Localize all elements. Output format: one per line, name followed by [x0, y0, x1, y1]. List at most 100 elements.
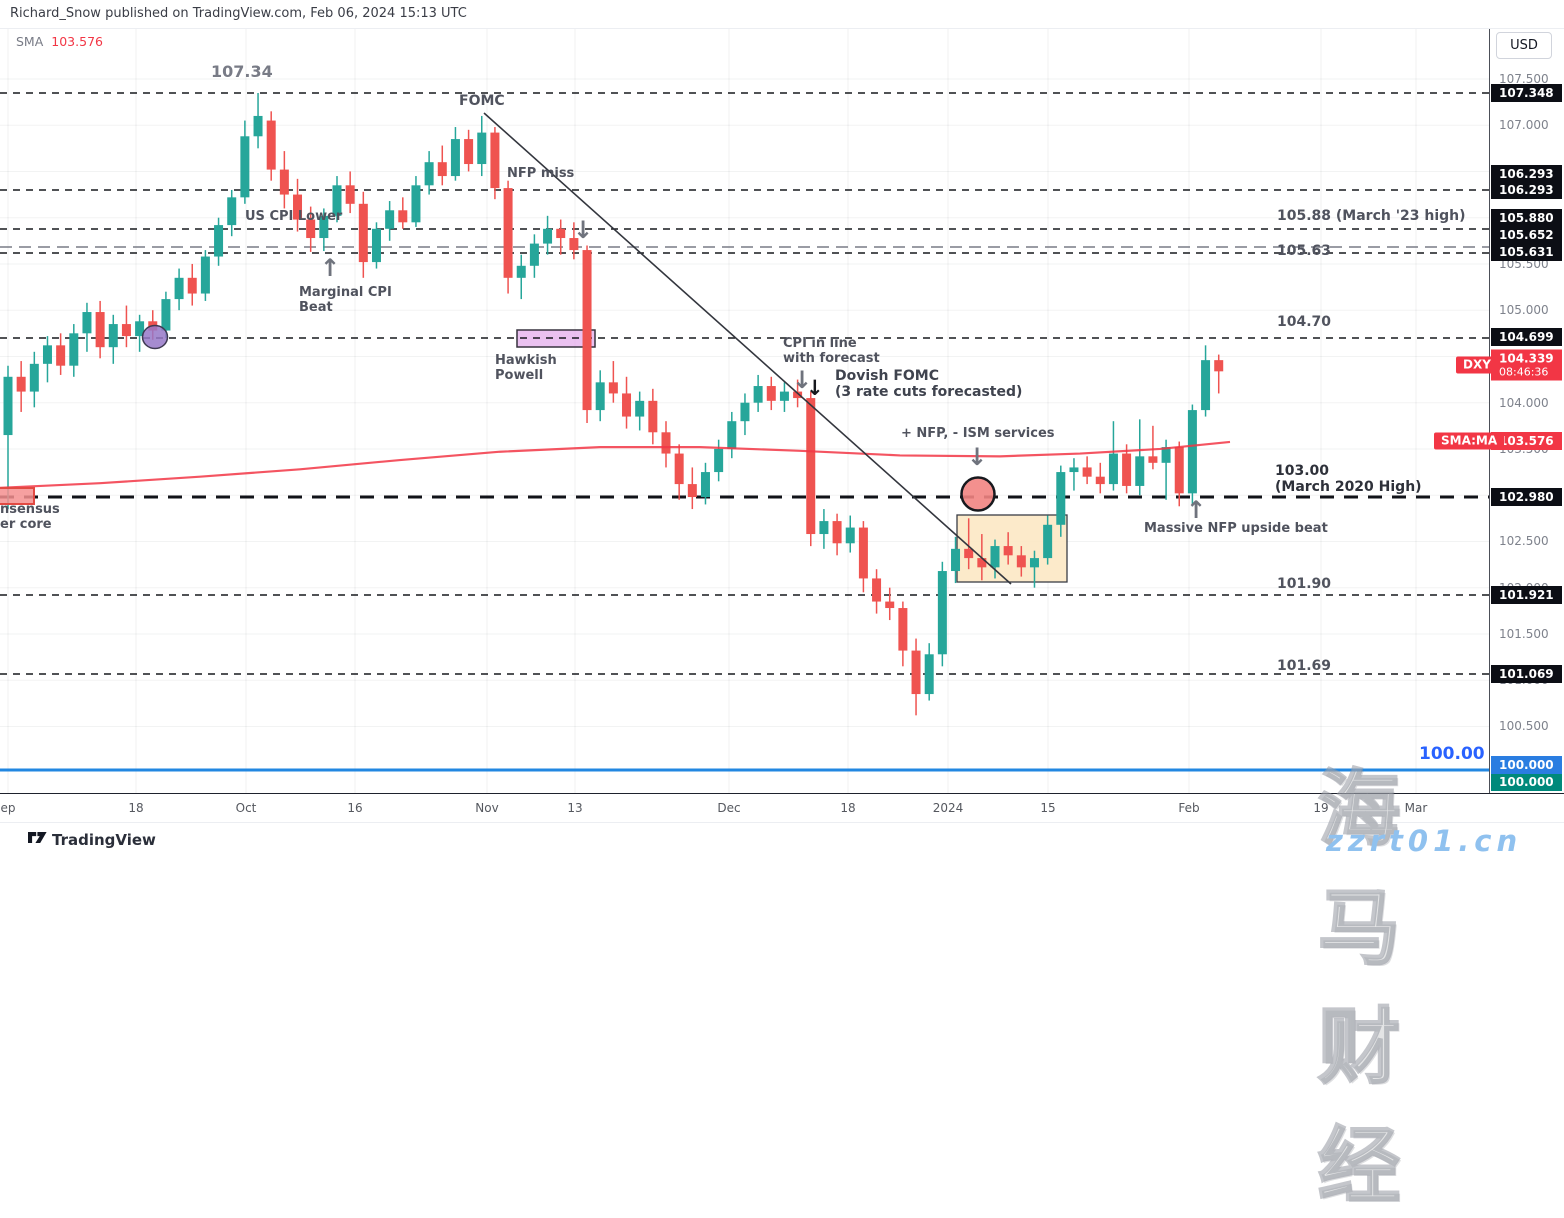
candle — [622, 393, 632, 417]
candle — [977, 558, 987, 568]
candle — [240, 136, 250, 198]
time-axis-label: Oct — [235, 801, 257, 815]
time-axis-label: ep — [0, 801, 16, 815]
candle — [424, 162, 434, 186]
candle — [490, 132, 500, 189]
sma-legend-value: 103.576 — [51, 34, 103, 49]
time-axis-label: Nov — [475, 801, 499, 815]
price-tick: 107.500 — [1499, 72, 1549, 86]
candle — [200, 256, 210, 294]
candle — [371, 228, 381, 263]
candle — [793, 391, 803, 399]
marginal-cpi-beat-label: Marginal CPI Beat — [299, 285, 392, 315]
candle — [477, 132, 487, 165]
candle — [266, 120, 276, 170]
price-badge: 104.699 — [1491, 328, 1562, 346]
price-badge-blue: 100.000 — [1491, 756, 1562, 774]
header-bar: Richard_Snow published on TradingView.co… — [0, 0, 1564, 29]
candle — [1201, 360, 1211, 411]
candle — [806, 398, 816, 535]
candle — [187, 277, 197, 294]
time-axis-label: Dec — [717, 801, 741, 815]
candle — [253, 115, 263, 137]
candle — [398, 210, 408, 223]
time-axis-label: 15 — [1040, 801, 1056, 815]
up-arrow: ↑ — [320, 254, 341, 282]
price-scale[interactable]: USD 107.500107.000105.500105.000104.5001… — [1489, 28, 1564, 793]
march2020-high-label: 103.00 (March 2020 High) — [1275, 463, 1422, 495]
candle — [1029, 558, 1039, 568]
high-price-label: 107.34 — [211, 62, 273, 81]
candle — [779, 391, 789, 401]
candle — [1214, 360, 1224, 372]
candle — [819, 521, 829, 535]
indicator-legend[interactable]: SMA 103.576 — [16, 34, 103, 49]
candle — [1122, 453, 1132, 486]
price-badge: 107.348 — [1491, 84, 1562, 102]
sma-line — [0, 440, 1231, 489]
candle — [543, 228, 553, 244]
candle — [464, 139, 474, 165]
chart-canvas[interactable] — [0, 0, 1564, 857]
cpi-in-line-label: CPI in line with forecast — [783, 336, 880, 366]
candle — [714, 448, 724, 473]
price-tick: 107.000 — [1499, 118, 1549, 132]
candle — [556, 228, 566, 239]
price-tick: 104.000 — [1499, 396, 1549, 410]
candle — [727, 421, 737, 449]
nfp-ism-label: + NFP, - ISM services — [901, 426, 1055, 441]
price-badge: 105.652 — [1491, 226, 1562, 244]
candle — [608, 382, 618, 394]
up-arrow: ↑ — [1186, 496, 1207, 524]
currency-button[interactable]: USD — [1496, 32, 1552, 59]
clipped-left-label: nsensus er core — [0, 502, 60, 532]
time-axis[interactable]: ep 18 Oct 16 Nov 13 Dec 18 2024 15 Feb 19 Mar — [0, 793, 1564, 823]
tradingview-logo-icon[interactable] — [28, 831, 47, 852]
down-arrow-black: ↓ — [806, 376, 824, 400]
footer-bar: TradingView — [0, 822, 1564, 858]
down-arrow: ↓ — [967, 443, 988, 471]
hawkish-powell-label: Hawkish Powell — [495, 353, 557, 383]
candle — [924, 654, 934, 695]
time-axis-label: Mar — [1404, 801, 1428, 815]
candle — [516, 265, 526, 278]
tradingview-brand-text[interactable]: TradingView — [52, 831, 156, 849]
price-badge: 105.880 — [1491, 209, 1562, 227]
sma-label-badge: SMA:MA — [1434, 432, 1505, 450]
trendline — [483, 112, 1012, 585]
pink-circle-marker — [960, 476, 996, 512]
symbol-label-badge: DXY — [1456, 356, 1498, 374]
candle — [700, 472, 710, 498]
candle — [753, 386, 763, 403]
candle — [1056, 472, 1066, 525]
price-badge: 105.631 — [1491, 243, 1562, 261]
time-axis-label: 13 — [567, 801, 583, 815]
price-tick: 100.500 — [1499, 719, 1549, 733]
candle — [529, 243, 539, 266]
candle — [385, 210, 395, 229]
candle — [582, 250, 592, 411]
candle — [345, 185, 355, 204]
candle — [121, 324, 131, 337]
candle — [1043, 524, 1053, 559]
candle — [161, 299, 171, 331]
candle — [858, 527, 868, 579]
candle — [1016, 555, 1026, 568]
purple-ellipse-marker — [141, 324, 169, 350]
last-price-badge: 104.339 08:46:36 — [1491, 349, 1562, 381]
candle — [174, 277, 184, 300]
candle — [674, 453, 684, 485]
candle — [108, 324, 118, 348]
candle — [279, 169, 289, 195]
level-10169-label: 101.69 — [1277, 658, 1332, 674]
candle — [1003, 546, 1013, 556]
candle — [845, 527, 855, 544]
sma-value-badge: 103.576 — [1491, 432, 1562, 450]
candle — [69, 333, 79, 366]
candle — [937, 571, 947, 655]
candle — [885, 601, 895, 609]
price-badge: 106.293 — [1491, 181, 1562, 199]
candle — [411, 185, 421, 223]
nfp-miss-label: NFP miss — [507, 166, 575, 181]
candle — [42, 345, 52, 364]
